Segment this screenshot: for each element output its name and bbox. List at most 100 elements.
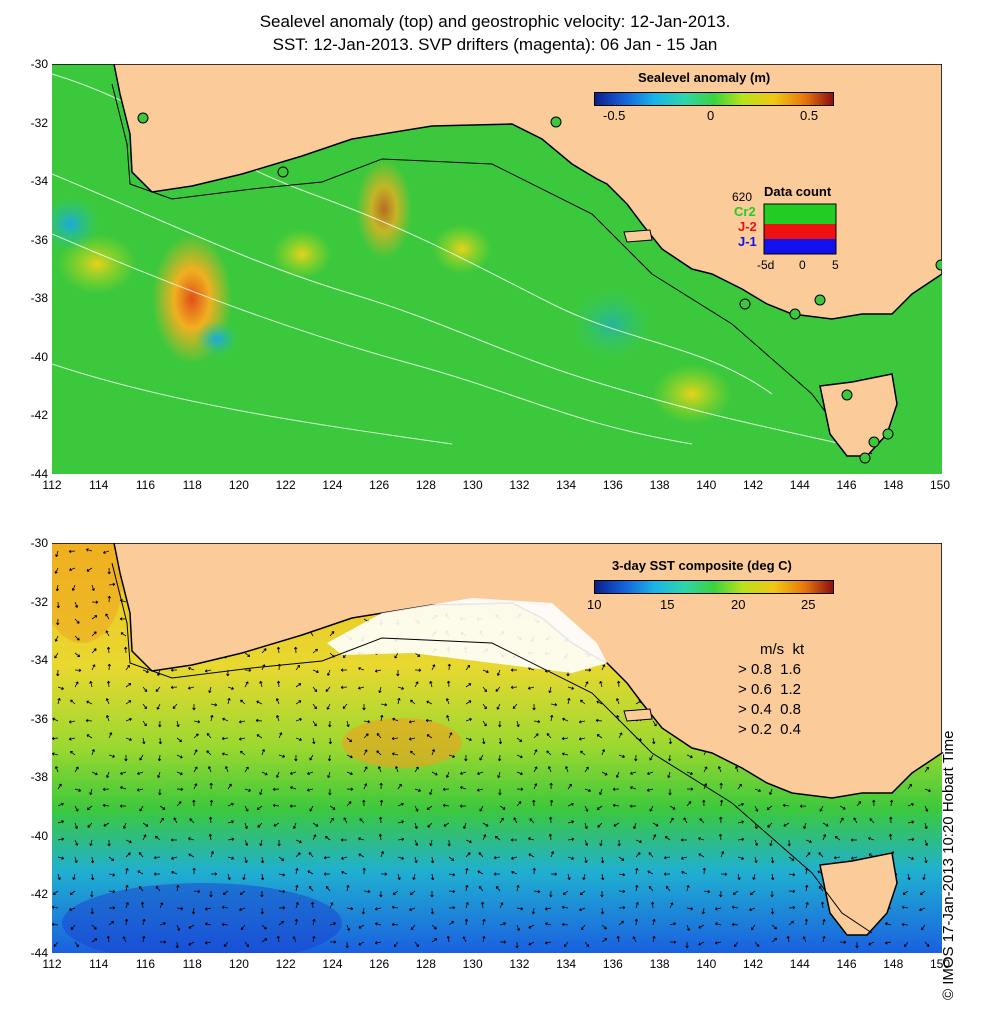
velocity-arrow (204, 669, 212, 673)
velocity-arrow (380, 872, 388, 876)
velocity-arrow (106, 715, 110, 722)
x-tick-label: 134 (556, 957, 577, 971)
speed-legend-header-kt: kt (792, 641, 805, 658)
data-count-series-j2: J-2 (738, 219, 757, 234)
velocity-arrow (477, 870, 484, 875)
velocity-arrow (329, 922, 337, 926)
velocity-arrow (108, 582, 116, 587)
sealevel-colorbar-tick: 0 (707, 108, 715, 123)
velocity-arrow (567, 837, 575, 841)
velocity-arrow (601, 924, 607, 930)
velocity-arrow (544, 922, 552, 926)
velocity-arrow (221, 736, 229, 741)
sst-cool-patch (62, 883, 342, 953)
velocity-arrow (208, 686, 212, 694)
velocity-arrow (108, 920, 115, 926)
velocity-arrow (465, 718, 472, 722)
velocity-arrow (888, 833, 893, 841)
velocity-arrow (346, 737, 353, 743)
velocity-arrow (346, 906, 354, 911)
velocity-arrow (176, 771, 183, 776)
x-tick-label: 128 (415, 957, 436, 971)
velocity-arrow (482, 935, 486, 943)
velocity-arrow (54, 635, 59, 642)
velocity-arrow (567, 856, 575, 860)
velocity-arrow (155, 686, 161, 692)
velocity-arrow (516, 754, 523, 759)
velocity-arrow (582, 873, 586, 881)
velocity-arrow (430, 890, 434, 898)
velocity-arrow (125, 700, 132, 705)
velocity-arrow (295, 664, 301, 671)
velocity-arrow (788, 905, 796, 910)
velocity-arrow (142, 703, 148, 710)
velocity-arrow (612, 787, 620, 791)
velocity-arrow (529, 818, 535, 824)
velocity-arrow (327, 754, 332, 762)
velocity-arrow (108, 906, 116, 910)
tide-gauge-markers (137, 112, 942, 464)
velocity-arrow (170, 856, 178, 860)
velocity-arrow (85, 718, 93, 723)
velocity-arrow (57, 686, 64, 690)
velocity-arrow (907, 802, 914, 807)
velocity-arrow (596, 700, 603, 705)
velocity-arrow (820, 901, 825, 909)
velocity-arrow (578, 720, 586, 724)
velocity-arrow (227, 802, 234, 807)
velocity-arrow (379, 782, 383, 790)
velocity-arrow (884, 941, 892, 945)
velocity-arrow (221, 752, 229, 756)
velocity-arrow (465, 852, 471, 858)
x-tick-label: 112 (42, 957, 62, 971)
velocity-arrow (227, 697, 231, 705)
velocity-arrow (108, 754, 116, 758)
velocity-arrow (448, 889, 456, 894)
velocity-arrow (584, 941, 590, 948)
velocity-arrow (579, 907, 586, 912)
velocity-arrow (391, 752, 399, 756)
velocity-arrow (635, 839, 642, 844)
velocity-arrow (516, 924, 521, 931)
velocity-arrow (391, 922, 399, 927)
velocity-arrow (239, 890, 246, 895)
velocity-arrow (533, 783, 538, 790)
velocity-arrow (187, 837, 195, 841)
velocity-arrow (714, 907, 722, 911)
velocity-arrow (363, 766, 368, 773)
velocity-arrow (221, 922, 229, 927)
velocity-arrow (788, 856, 795, 861)
velocity-arrow (57, 837, 65, 841)
velocity-arrow (210, 851, 214, 858)
sst-colorbar-tick: 10 (587, 597, 602, 612)
velocity-arrow (119, 617, 127, 621)
arrow-icon: > (738, 721, 747, 738)
velocity-arrow (361, 907, 366, 915)
velocity-arrow (137, 870, 144, 875)
velocity-arrow (447, 839, 451, 847)
velocity-arrow (91, 648, 97, 654)
velocity-arrow (805, 901, 809, 909)
velocity-arrow (414, 668, 422, 672)
velocity-arrow (378, 686, 382, 694)
velocity-arrow (599, 839, 603, 847)
velocity-arrow (175, 941, 179, 949)
velocity-arrow (533, 733, 539, 739)
velocity-arrow (494, 835, 501, 841)
velocity-arrow (516, 907, 524, 911)
velocity-arrow (176, 801, 182, 807)
x-tick-label: 130 (462, 957, 483, 971)
velocity-arrow (561, 752, 569, 756)
velocity-arrow (430, 856, 435, 864)
velocity-arrow (157, 771, 161, 779)
velocity-arrow (703, 890, 711, 894)
data-count-frame (763, 203, 837, 255)
velocity-arrow (206, 732, 212, 739)
velocity-arrow (549, 799, 554, 807)
velocity-arrow (414, 681, 419, 688)
cool-anomaly (195, 321, 239, 357)
velocity-arrow (244, 766, 249, 773)
x-tick-label: 144 (789, 478, 810, 492)
velocity-arrow (767, 822, 773, 828)
velocity-arrow (294, 918, 299, 926)
